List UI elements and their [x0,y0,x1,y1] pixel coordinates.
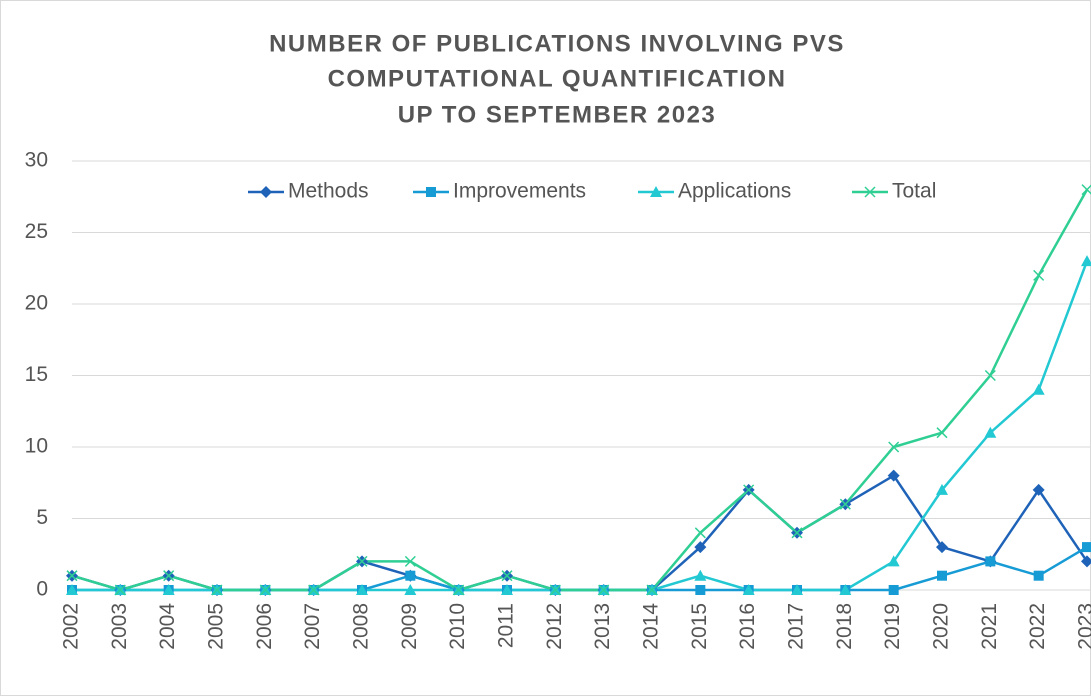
x-tick-label: 2006 [253,603,276,650]
chart-title: NUMBER OF PUBLICATIONS INVOLVING PVS [269,30,845,57]
marker [694,569,707,581]
legend-label: Total [892,180,936,203]
x-tick-label: 2019 [881,603,904,650]
marker [888,585,899,595]
x-tick-label: 2015 [688,603,711,650]
marker [162,584,175,595]
marker [864,186,876,198]
x-tick-label: 2023 [1075,603,1091,650]
marker [887,555,900,567]
y-tick-label: 20 [25,292,48,315]
marker [694,541,707,554]
marker [356,584,368,595]
marker [1081,555,1091,568]
marker [839,498,851,510]
marker [695,585,706,595]
x-tick-label: 2014 [640,603,663,650]
marker [1032,483,1045,496]
marker [66,584,78,595]
marker [791,584,803,595]
chart-title: COMPUTATIONAL QUANTIFICATION [328,65,787,92]
y-tick-label: 5 [36,506,48,529]
marker [694,527,706,539]
x-tick-label: 2010 [446,603,469,650]
chart-title: UP TO SEPTEMBER 2023 [398,101,717,128]
marker [936,427,948,439]
marker [937,570,947,581]
marker [308,584,320,596]
marker [1082,542,1091,553]
x-tick-label: 2008 [350,603,373,650]
marker [66,570,78,582]
marker [1032,383,1045,395]
marker [426,187,436,197]
marker [650,186,662,197]
legend-label: Methods [288,180,369,203]
marker [985,556,996,567]
x-tick-label: 2005 [205,603,228,650]
y-tick-label: 0 [36,578,48,601]
x-tick-label: 2003 [108,603,131,650]
x-tick-label: 2012 [543,603,566,650]
x-tick-label: 2022 [1026,603,1049,650]
marker [646,584,658,596]
marker [1033,570,1044,581]
marker [936,541,948,554]
marker [742,584,755,595]
x-tick-label: 2018 [833,603,856,650]
y-tick-label: 30 [25,149,48,172]
x-tick-label: 2007 [301,603,324,650]
marker [598,584,610,596]
marker [405,570,416,581]
x-tick-label: 2013 [591,603,614,650]
marker [114,584,126,596]
x-tick-label: 2020 [930,603,953,650]
marker [791,527,803,539]
y-tick-label: 10 [25,435,48,458]
marker [453,584,465,596]
marker [1081,255,1091,267]
x-tick-label: 2016 [736,603,759,650]
marker [984,369,996,382]
y-tick-label: 25 [25,220,48,243]
marker [743,484,755,496]
marker [1033,269,1045,281]
marker [259,584,271,596]
legend-label: Improvements [453,180,586,203]
marker [260,186,272,198]
x-tick-label: 2017 [785,603,808,650]
marker [984,426,997,438]
marker [887,469,900,482]
y-tick-label: 15 [25,363,48,386]
legend-label: Applications [678,180,791,203]
marker [501,570,513,582]
series-line [71,188,1089,592]
marker [163,570,175,582]
marker [356,555,368,567]
x-tick-label: 2004 [156,603,179,650]
x-tick-label: 2009 [398,603,421,650]
marker [1081,184,1091,196]
x-tick-label: 2002 [60,603,83,650]
x-tick-label: 2011 [495,603,518,648]
marker [839,584,852,595]
marker [404,555,416,567]
marker [501,584,513,595]
marker [936,483,948,495]
marker [549,584,561,596]
marker [211,584,223,596]
marker [888,441,900,453]
marker [404,584,417,595]
x-tick-label: 2021 [978,603,1001,650]
